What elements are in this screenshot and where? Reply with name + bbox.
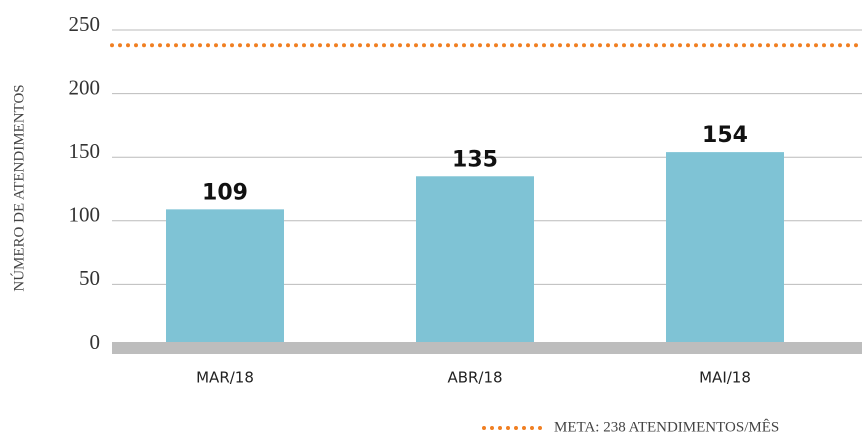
bar: [416, 176, 534, 348]
value-label: 109: [202, 180, 248, 205]
value-label: 135: [452, 147, 498, 172]
y-tick-label: 50: [79, 266, 100, 290]
value-label: 154: [702, 123, 748, 148]
legend-label: META: 238 ATENDIMENTOS/MÊS: [554, 418, 779, 435]
x-tick-label: ABR/18: [447, 369, 502, 387]
y-tick-label: 200: [69, 75, 101, 99]
y-axis-title: NÚMERO DE ATENDIMENTOS: [10, 84, 27, 291]
bar: [666, 152, 784, 348]
y-tick-label: 100: [69, 203, 101, 227]
y-tick-label: 150: [69, 139, 101, 163]
x-tick-label: MAI/18: [699, 369, 751, 387]
y-tick-label: 0: [90, 330, 101, 354]
x-tick-label: MAR/18: [196, 369, 254, 387]
bar: [166, 209, 284, 348]
y-tick-label: 250: [69, 12, 101, 36]
baseline: [112, 342, 862, 354]
